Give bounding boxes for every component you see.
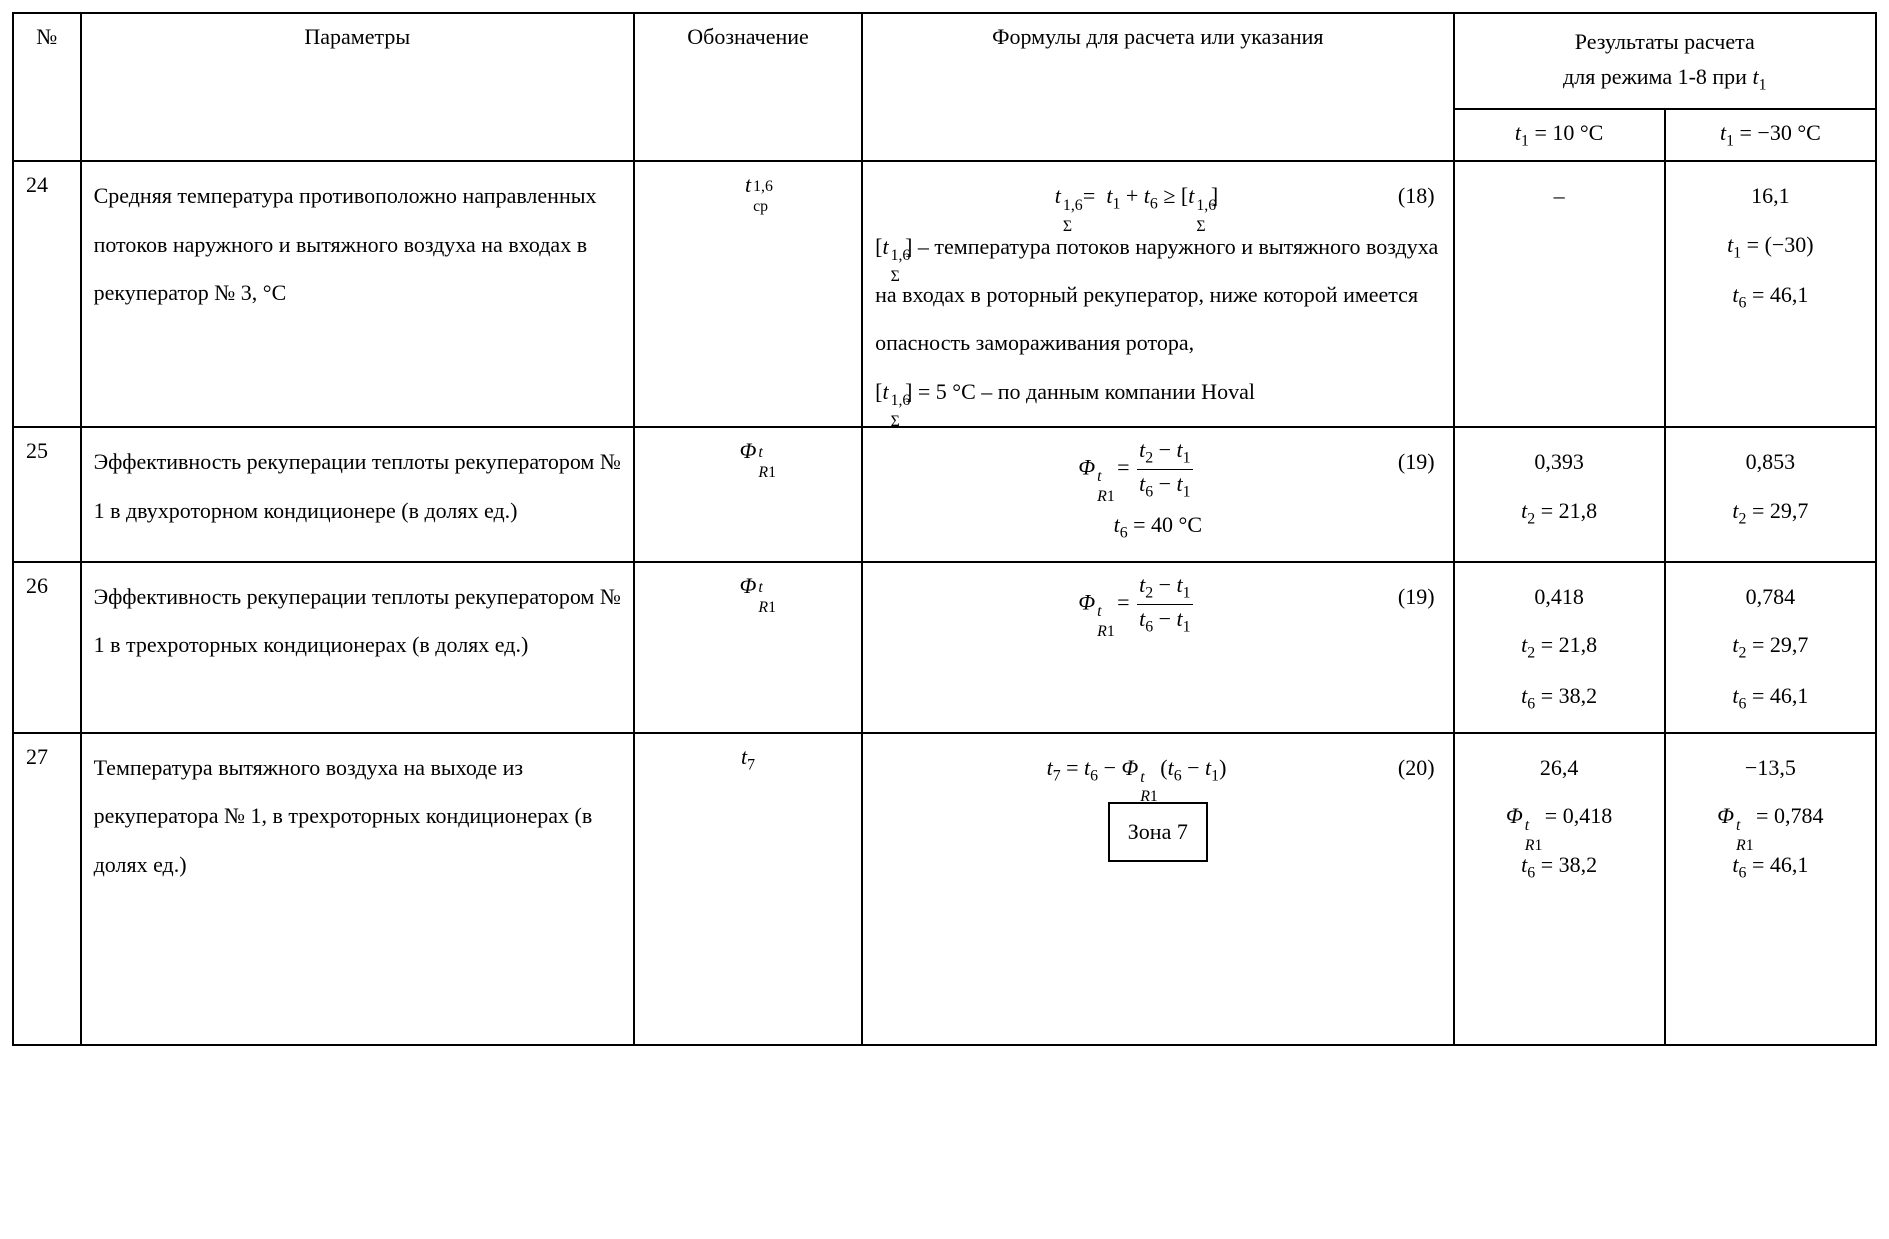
row-number: 24 xyxy=(13,161,81,427)
row-formula: (19) ΦtR1 = t2 − t1 t6 − t1 xyxy=(862,562,1453,733)
row-param: Эффективность рекуперации теплоты рекупе… xyxy=(81,562,634,733)
table-row: 24 Средняя температура противоположно на… xyxy=(13,161,1876,427)
equation-number: (18) xyxy=(1398,172,1435,220)
col-params: Параметры xyxy=(81,13,634,161)
row-param: Эффективность рекуперации теплоты рекупе… xyxy=(81,427,634,562)
col-t1-m30: t1 = −30 °C xyxy=(1665,109,1876,161)
row-designation: t1,6ср xyxy=(634,161,862,427)
row-formula: (19) ΦtR1 = t2 − t1 t6 − t1 t6 = 40 °C xyxy=(862,427,1453,562)
row-designation: ΦtR1 xyxy=(634,427,862,562)
row-number: 27 xyxy=(13,733,81,1045)
table-row: 26 Эффективность рекуперации теплоты рек… xyxy=(13,562,1876,733)
results-title-1: Результаты расчета xyxy=(1575,29,1755,54)
row-designation: t7 xyxy=(634,733,862,1045)
col-formula: Формулы для расчета или указания xyxy=(862,13,1453,161)
col-results: Результаты расчета для режима 1-8 при t1 xyxy=(1454,13,1876,109)
col-t1-10: t1 = 10 °C xyxy=(1454,109,1665,161)
table-row: 27 Температура вытяжного воздуха на выхо… xyxy=(13,733,1876,1045)
row-result-1: 0,418 t2 = 21,8 t6 = 38,2 xyxy=(1454,562,1665,733)
equation-number: (20) xyxy=(1398,744,1435,792)
row-number: 26 xyxy=(13,562,81,733)
row-number: 25 xyxy=(13,427,81,562)
col-number: № xyxy=(13,13,81,161)
row-formula: (20) t7 = t6 − ΦtR1 (t6 − t1) Зона 7 xyxy=(862,733,1453,1045)
col-designation: Обозначение xyxy=(634,13,862,161)
row-result-2: 0,853 t2 = 29,7 xyxy=(1665,427,1876,562)
equation-number: (19) xyxy=(1398,573,1435,621)
row-result-1: 26,4 ΦtR1 = 0,418 t6 = 38,2 xyxy=(1454,733,1665,1045)
row-result-2: 16,1 t1 = (−30) t6 = 46,1 xyxy=(1665,161,1876,427)
equation-number: (19) xyxy=(1398,438,1435,486)
table-row: 25 Эффективность рекуперации теплоты рек… xyxy=(13,427,1876,562)
calc-table: № Параметры Обозначение Формулы для расч… xyxy=(12,12,1877,1046)
row-result-2: 0,784 t2 = 29,7 t6 = 46,1 xyxy=(1665,562,1876,733)
row-param: Средняя температура противоположно напра… xyxy=(81,161,634,427)
results-title-2: для режима 1-8 при xyxy=(1563,64,1752,89)
row-result-1: 0,393 t2 = 21,8 xyxy=(1454,427,1665,562)
row-designation: ΦtR1 xyxy=(634,562,862,733)
row-result-1: – xyxy=(1454,161,1665,427)
row-param: Температура вытяжного воздуха на выходе … xyxy=(81,733,634,1045)
row-formula: (18) t1,6Σ = t1 + t6 ≥ [t1,6Σ ] [t1,6Σ ]… xyxy=(862,161,1453,427)
row-result-2: −13,5 ΦtR1 = 0,784 t6 = 46,1 xyxy=(1665,733,1876,1045)
